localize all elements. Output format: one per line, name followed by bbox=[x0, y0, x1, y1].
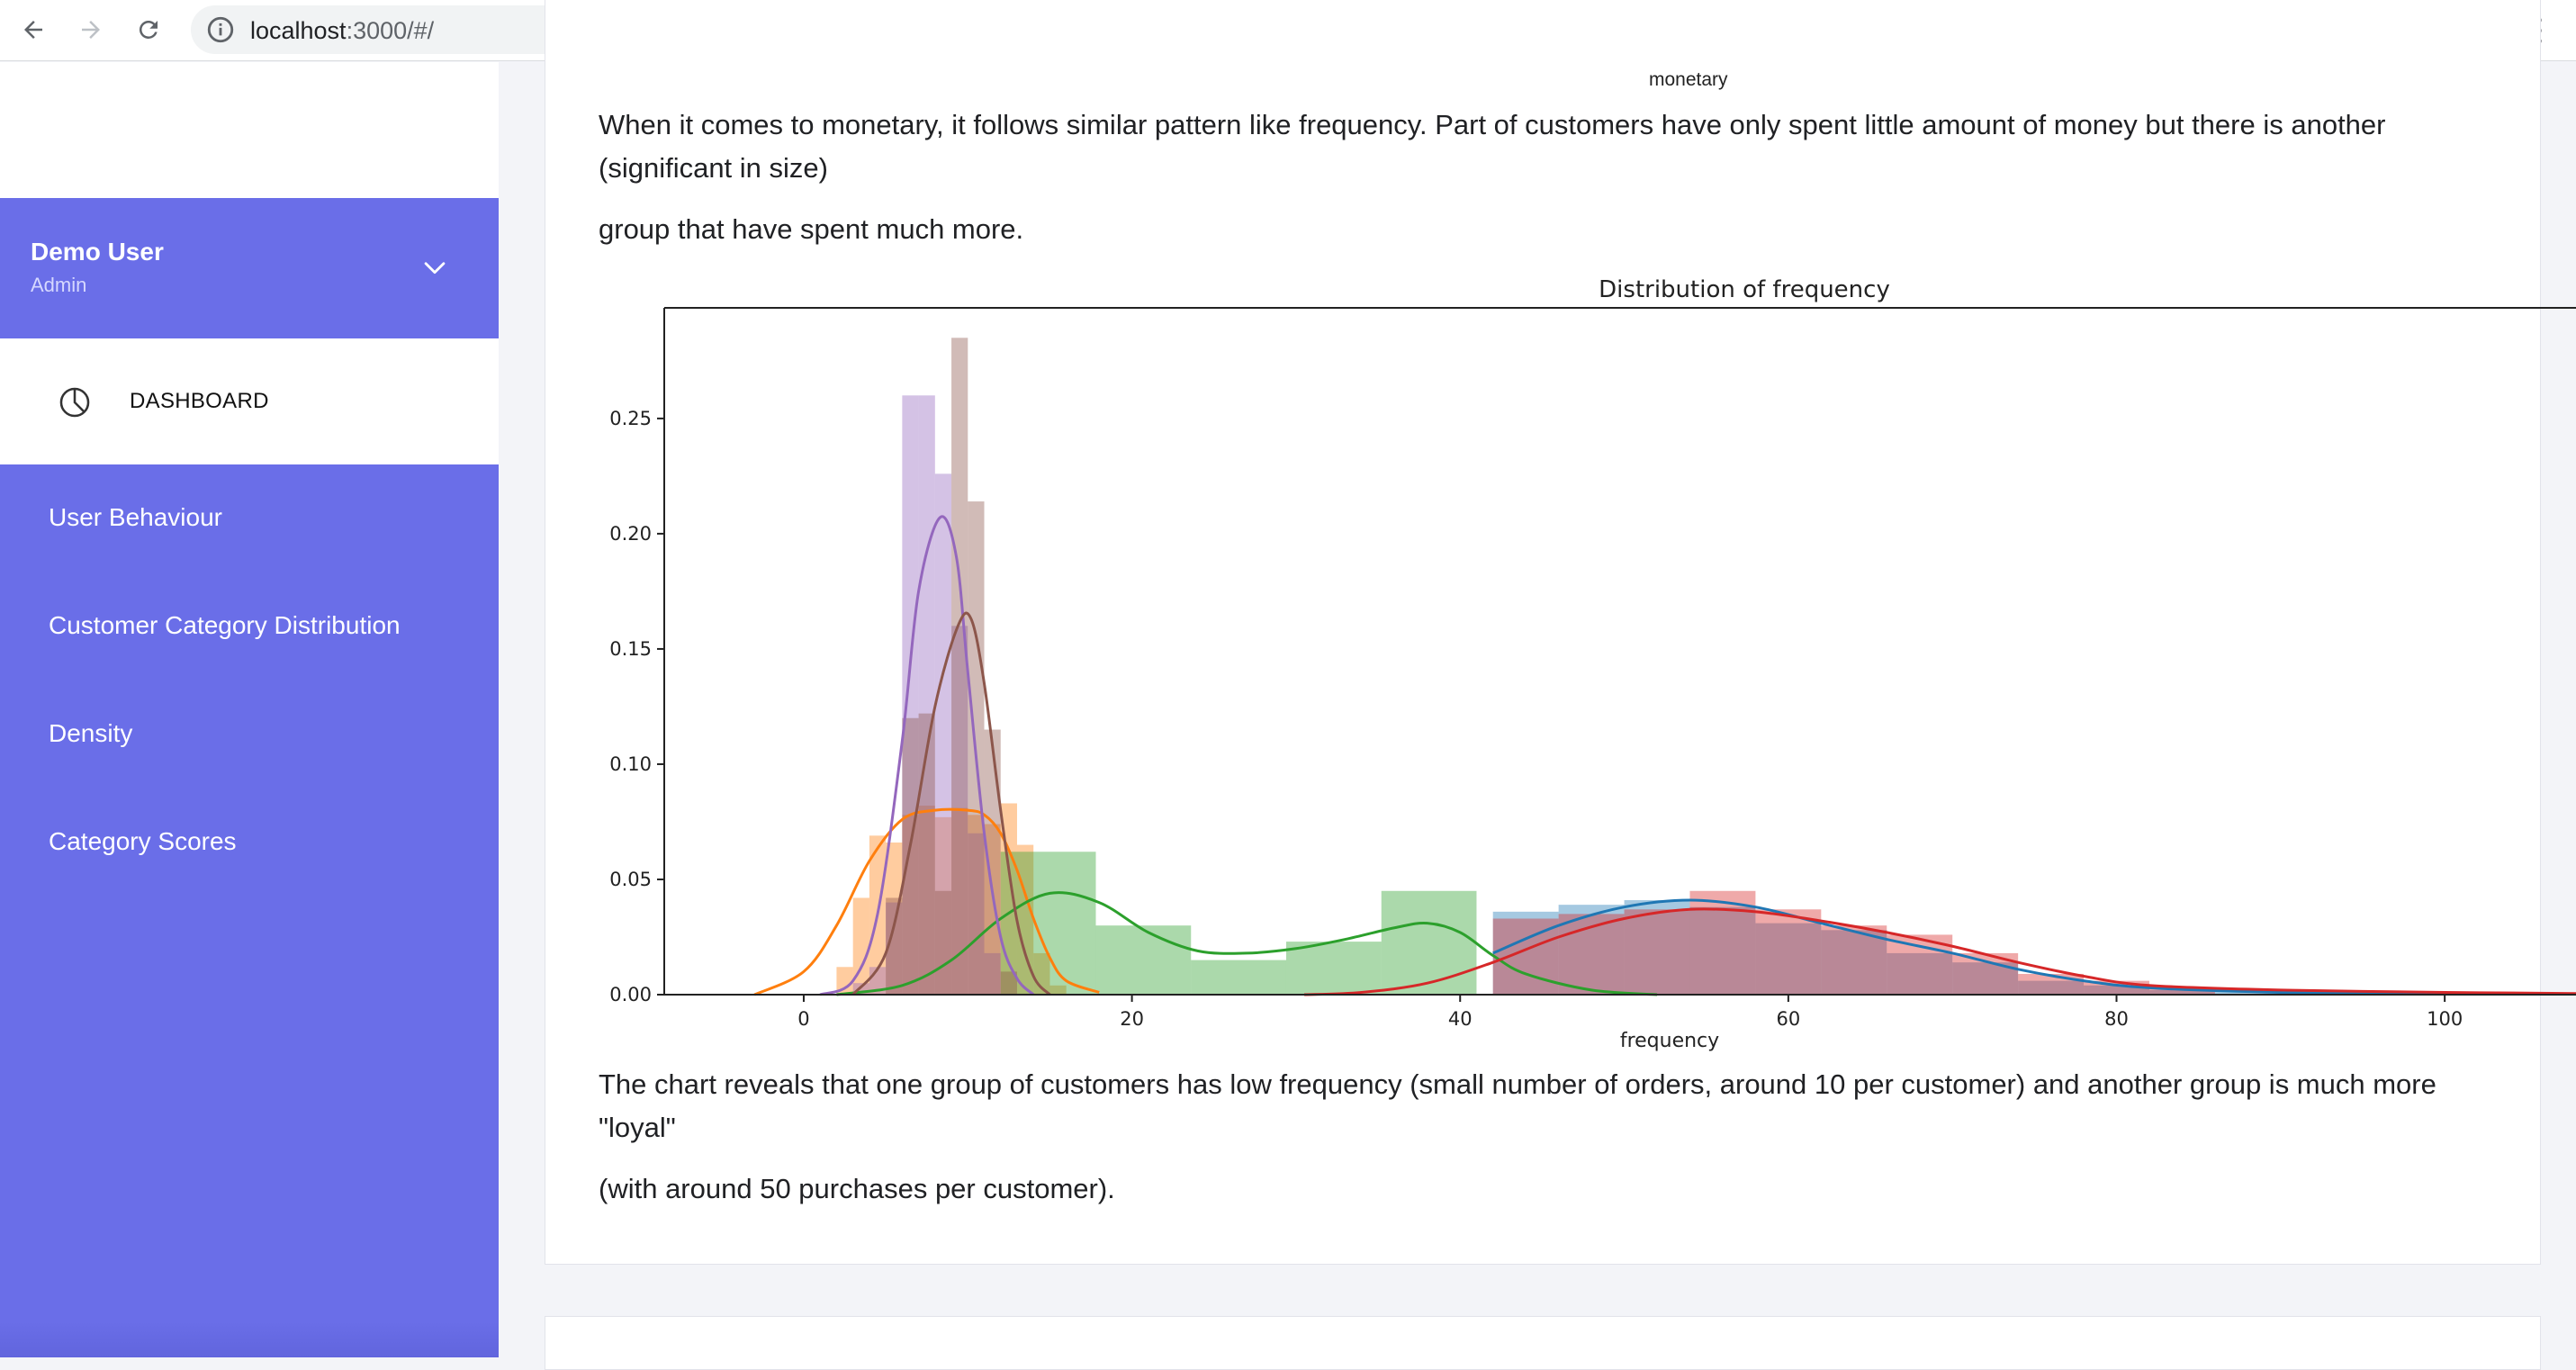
x-tick-label: 20 bbox=[1120, 1008, 1144, 1030]
histogram-bar bbox=[886, 902, 903, 995]
x-tick-label: 60 bbox=[1777, 1008, 1801, 1030]
histogram-bar bbox=[968, 815, 985, 995]
x-tick-label: 80 bbox=[2104, 1008, 2129, 1030]
chevron-down-icon[interactable] bbox=[419, 252, 450, 283]
x-tick-label: 40 bbox=[1448, 1008, 1473, 1030]
histogram-bar bbox=[2084, 985, 2149, 995]
x-tick-label: 0 bbox=[797, 1008, 809, 1030]
histogram-bar bbox=[2018, 980, 2085, 995]
y-tick-label: 0.15 bbox=[609, 638, 652, 660]
histogram-bar bbox=[902, 717, 919, 995]
monetary-description-line2: group that have spent much more. bbox=[599, 213, 1024, 245]
sidebar-item-label: DASHBOARD bbox=[130, 389, 269, 413]
series-4-bars bbox=[852, 395, 1001, 995]
info-icon[interactable] bbox=[205, 14, 236, 45]
back-icon[interactable] bbox=[13, 9, 54, 50]
y-tick-label: 0.10 bbox=[609, 753, 652, 775]
histogram-bar bbox=[886, 843, 903, 995]
histogram-bar bbox=[1689, 906, 1756, 995]
next-content-card bbox=[545, 1316, 2541, 1370]
sidebar-bottom-shade bbox=[0, 1321, 499, 1357]
histogram-bar bbox=[1095, 925, 1192, 995]
url-text[interactable]: localhost:3000/#/ bbox=[250, 17, 435, 44]
histogram-bar bbox=[852, 897, 869, 995]
sidebar-logo-area bbox=[0, 62, 499, 198]
series-0-kde-line bbox=[1492, 898, 2576, 996]
series-2-bars bbox=[1000, 852, 1477, 995]
histogram-bar bbox=[1381, 890, 1477, 995]
histogram-bar bbox=[934, 890, 952, 995]
monetary-description-line1: When it comes to monetary, it follows si… bbox=[599, 109, 2386, 184]
x-axis-label: frequency bbox=[1620, 1030, 1719, 1052]
frequency-description: The chart reveals that one group of cust… bbox=[599, 1063, 2507, 1211]
y-tick-label: 0.00 bbox=[609, 984, 652, 1005]
histogram-bar bbox=[1624, 909, 1690, 995]
series-1-kde-line bbox=[753, 807, 1100, 996]
series-4-kde-line bbox=[819, 515, 1035, 996]
histogram-bar bbox=[1821, 930, 1887, 995]
histogram-bar bbox=[968, 833, 985, 995]
histogram-bar bbox=[918, 395, 935, 995]
histogram-bar bbox=[951, 807, 968, 995]
forward-icon[interactable] bbox=[70, 9, 112, 50]
histogram-bar bbox=[1000, 971, 1017, 995]
histogram-bar bbox=[1755, 923, 1822, 995]
histogram-bar bbox=[902, 395, 919, 995]
histogram-bar bbox=[918, 806, 935, 995]
monetary-description: When it comes to monetary, it follows si… bbox=[599, 104, 2507, 251]
histogram-bar bbox=[2148, 987, 2215, 995]
reload-icon[interactable] bbox=[128, 9, 169, 50]
histogram-bar bbox=[934, 473, 952, 995]
chart-svg: Distribution of frequency 0 20 40 60 80 100 0.0… bbox=[609, 276, 2576, 1052]
histogram-bar bbox=[984, 952, 1001, 995]
y-tick-label: 0.05 bbox=[609, 869, 652, 890]
y-tick-label: 0.20 bbox=[609, 523, 652, 545]
histogram-bar bbox=[1191, 960, 1286, 995]
series-3-kde-line bbox=[1303, 907, 2576, 996]
histogram-bar bbox=[951, 338, 968, 995]
histogram-bar bbox=[1285, 942, 1382, 995]
histogram-bar bbox=[1755, 909, 1822, 995]
sidebar-item-customer-category-distribution[interactable]: Customer Category Distribution bbox=[49, 611, 401, 639]
series-1-bars bbox=[836, 803, 1067, 995]
content-card bbox=[545, 0, 2541, 1265]
sidebar: Demo User Admin DASHBOARD User Behaviour… bbox=[0, 62, 499, 1357]
y-tick-label: 0.25 bbox=[609, 408, 652, 429]
chart-title: Distribution of frequency bbox=[1599, 276, 1890, 303]
series-5-kde-line bbox=[851, 611, 1051, 996]
frequency-description-line1: The chart reveals that one group of cust… bbox=[599, 1068, 2436, 1143]
histogram-bar bbox=[918, 713, 935, 995]
histogram-bar bbox=[1049, 985, 1067, 995]
sidebar-item-dashboard[interactable]: DASHBOARD bbox=[0, 338, 499, 464]
previous-chart-xlabel: monetary bbox=[1649, 69, 1728, 90]
sidebar-item-density[interactable]: Density bbox=[49, 719, 133, 747]
user-name: Demo User bbox=[31, 238, 164, 266]
pie-chart-icon bbox=[59, 387, 90, 418]
histogram-bar bbox=[836, 967, 853, 995]
histogram-bar bbox=[1000, 803, 1017, 995]
histogram-bar bbox=[886, 897, 903, 995]
sidebar-item-category-scores[interactable]: Category Scores bbox=[49, 827, 237, 855]
sidebar-item-user-behaviour[interactable]: User Behaviour bbox=[49, 503, 222, 531]
frequency-distribution-chart: Distribution of frequency 0 20 40 60 80 100 0.0… bbox=[594, 270, 2576, 1062]
user-panel[interactable]: Demo User Admin bbox=[0, 198, 499, 338]
histogram-bar bbox=[1887, 952, 1953, 995]
histogram-bar bbox=[2148, 989, 2281, 995]
x-tick-label: 100 bbox=[2427, 1008, 2463, 1030]
histogram-bar bbox=[2018, 973, 2085, 995]
histogram-bar bbox=[934, 816, 952, 995]
frequency-description-line2: (with around 50 purchases per customer). bbox=[599, 1173, 1115, 1204]
user-role: Admin bbox=[31, 274, 87, 296]
